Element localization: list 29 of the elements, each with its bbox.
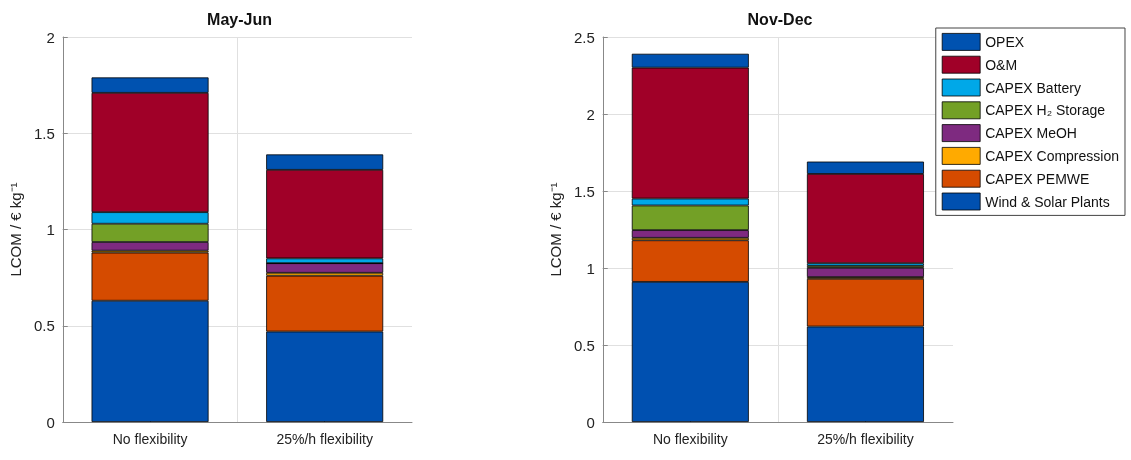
bar xyxy=(266,263,384,273)
y-tick-label: 1 xyxy=(586,259,595,277)
legend-label: CAPEX MeOH xyxy=(985,125,1077,142)
x-tick-label: 25%/h flexibility xyxy=(276,431,373,447)
legend-label: CAPEX H₂ Storage xyxy=(985,102,1106,119)
y-tick-label: 2.5 xyxy=(573,28,595,46)
legend-label: CAPEX Compression xyxy=(985,147,1119,164)
y-tick-label: 2 xyxy=(46,28,55,46)
x-tick-label: 25%/h flexibility xyxy=(817,431,914,447)
y-tick-label: 1 xyxy=(46,221,55,238)
y-axis-title: LCOM / € kg⁻¹ xyxy=(7,182,24,277)
y-tick-label: 0 xyxy=(586,413,595,431)
y-tick-label: 1.5 xyxy=(573,182,595,200)
chart-title: May-Jun xyxy=(207,10,272,28)
legend-label: CAPEX Battery xyxy=(985,79,1081,96)
chart-title: Nov-Dec xyxy=(747,10,813,28)
y-tick-label: 0.5 xyxy=(33,317,55,335)
y-tick-label: 2 xyxy=(586,105,595,123)
x-tick-label: No flexibility xyxy=(652,431,728,447)
y-tick-label: 1.5 xyxy=(33,124,55,142)
y-axis-title: LCOM / € kg⁻¹ xyxy=(547,182,564,277)
bar xyxy=(806,267,924,278)
y-tick-label: 0.5 xyxy=(573,336,595,354)
legend-label: CAPEX PEMWE xyxy=(985,170,1090,187)
legend-label: O&M xyxy=(985,56,1018,73)
legend-label: Wind & Solar Plants xyxy=(985,193,1110,210)
legend-label: OPEX xyxy=(985,33,1025,50)
y-tick-label: 0 xyxy=(46,413,55,431)
x-tick-label: No flexibility xyxy=(112,431,188,447)
